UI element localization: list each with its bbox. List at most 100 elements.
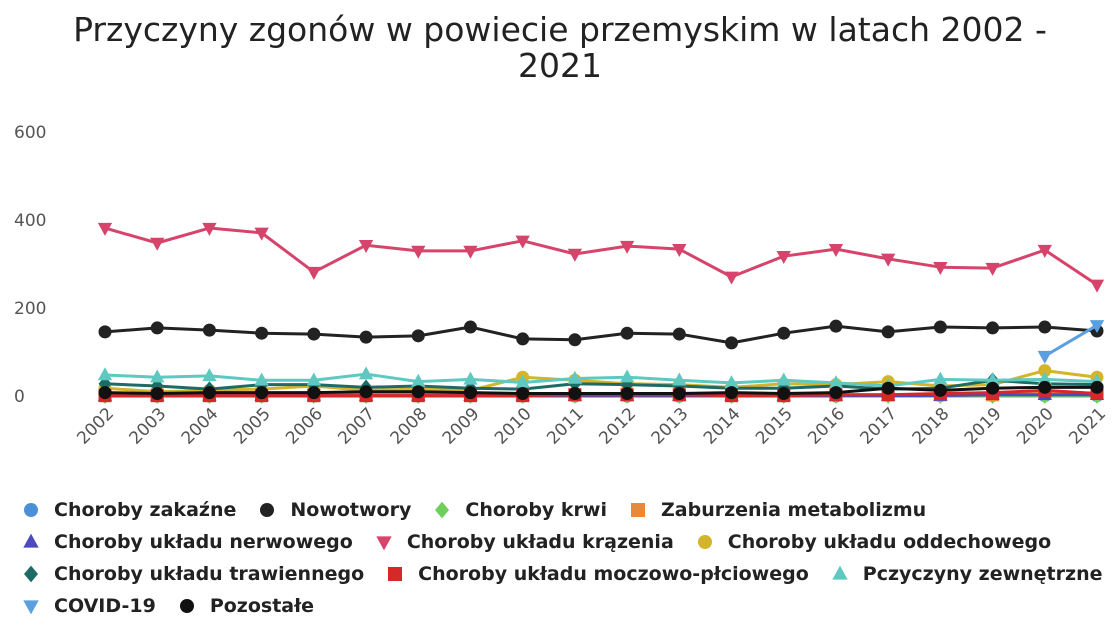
legend-swatch bbox=[376, 536, 392, 551]
legend-item: Pozostałe bbox=[178, 592, 314, 620]
legend-label: Choroby zakaźne bbox=[54, 499, 237, 521]
series-line bbox=[104, 369, 1098, 394]
x-tick-label: 2014 bbox=[700, 404, 745, 449]
marker bbox=[1089, 320, 1105, 334]
marker bbox=[202, 386, 216, 400]
marker bbox=[829, 319, 843, 333]
marker bbox=[933, 371, 948, 385]
legend-swatch bbox=[24, 565, 38, 583]
x-tick-label: 2003 bbox=[126, 404, 171, 449]
y-tick-label: 400 bbox=[14, 211, 46, 231]
legend-label: Choroby układu trawiennego bbox=[54, 563, 365, 585]
marker bbox=[307, 386, 321, 400]
legend-swatch bbox=[260, 503, 275, 517]
marker bbox=[306, 266, 321, 280]
marker bbox=[255, 386, 269, 400]
legend-label: Choroby krwi bbox=[465, 499, 607, 521]
marker bbox=[672, 243, 687, 257]
marker bbox=[463, 320, 477, 334]
legend-item: COVID-19 bbox=[22, 592, 156, 620]
marker bbox=[98, 325, 112, 339]
x-tick-label: 2016 bbox=[804, 404, 849, 449]
series-line bbox=[1044, 323, 1098, 358]
marker bbox=[1038, 380, 1052, 394]
x-tick-label: 2005 bbox=[230, 404, 275, 449]
marker bbox=[619, 240, 635, 254]
marker bbox=[435, 501, 450, 519]
legend-label: COVID-19 bbox=[54, 595, 156, 617]
legend-item: Choroby układu nerwowego bbox=[22, 528, 353, 556]
marker bbox=[619, 369, 635, 383]
legend-item: Choroby zakaźne bbox=[22, 496, 236, 524]
marker bbox=[411, 373, 426, 387]
marker bbox=[1037, 350, 1052, 364]
marker bbox=[568, 333, 582, 347]
marker bbox=[1037, 244, 1052, 258]
marker bbox=[97, 367, 113, 381]
marker bbox=[986, 321, 1000, 335]
marker bbox=[98, 386, 112, 400]
marker bbox=[672, 372, 687, 386]
series-line bbox=[104, 378, 1098, 391]
marker bbox=[150, 237, 165, 251]
marker bbox=[828, 243, 844, 257]
x-tick-label: 2007 bbox=[334, 404, 379, 449]
x-tick-label: 2004 bbox=[178, 404, 223, 449]
marker bbox=[202, 323, 216, 337]
marker bbox=[933, 262, 948, 275]
marker bbox=[411, 329, 425, 343]
legend-label: Choroby układu oddechowego bbox=[727, 531, 1052, 553]
marker bbox=[985, 372, 1000, 386]
legend-label: Choroby układu krązenia bbox=[406, 531, 674, 553]
legend-item: Nowotwory bbox=[258, 496, 411, 524]
marker bbox=[254, 372, 269, 386]
marker bbox=[620, 326, 634, 340]
marker bbox=[881, 381, 895, 395]
x-tick-label: 2017 bbox=[856, 404, 901, 449]
marker bbox=[567, 248, 583, 262]
marker bbox=[376, 536, 392, 551]
legend-swatch bbox=[631, 503, 645, 517]
marker bbox=[881, 253, 896, 267]
marker bbox=[359, 385, 373, 399]
marker bbox=[881, 325, 895, 339]
marker bbox=[515, 235, 530, 249]
marker bbox=[97, 222, 113, 236]
marker bbox=[1089, 279, 1105, 293]
x-tick-label: 2021 bbox=[1065, 404, 1110, 449]
legend-swatch bbox=[24, 503, 38, 517]
marker bbox=[672, 386, 686, 400]
marker bbox=[620, 386, 634, 400]
series-line bbox=[104, 372, 1098, 388]
marker bbox=[23, 600, 39, 615]
legend-label: Choroby układu nerwowego bbox=[54, 531, 353, 553]
marker bbox=[359, 330, 373, 344]
legend-swatch bbox=[23, 533, 39, 548]
marker bbox=[463, 371, 478, 385]
legend-item: Choroby układu krązenia bbox=[375, 528, 674, 556]
marker bbox=[933, 383, 947, 397]
legend-swatch bbox=[832, 565, 848, 580]
marker bbox=[150, 386, 164, 400]
x-tick-label: 2011 bbox=[543, 404, 588, 449]
marker bbox=[777, 326, 791, 340]
chart-title: Przyczyny zgonów w powiecie przemyskim w… bbox=[73, 10, 1047, 85]
marker bbox=[724, 271, 739, 285]
legend: Choroby zakaźne Nowotwory Choroby krwi Zabu… bbox=[22, 496, 1112, 620]
marker bbox=[832, 565, 848, 580]
x-tick-label: 2019 bbox=[961, 404, 1006, 449]
marker bbox=[358, 240, 374, 253]
legend-swatch bbox=[179, 599, 194, 613]
legend-label: Zaburzenia metabolizmu bbox=[661, 499, 927, 521]
marker bbox=[24, 565, 38, 583]
legend-item: Choroby układu moczowo-płciowego bbox=[386, 560, 809, 588]
marker bbox=[697, 535, 712, 549]
marker bbox=[307, 327, 321, 341]
marker bbox=[1090, 380, 1104, 394]
marker bbox=[306, 372, 321, 386]
marker bbox=[631, 503, 645, 517]
marker bbox=[515, 374, 530, 388]
y-tick-label: 600 bbox=[14, 123, 46, 143]
legend-swatch bbox=[435, 501, 450, 519]
